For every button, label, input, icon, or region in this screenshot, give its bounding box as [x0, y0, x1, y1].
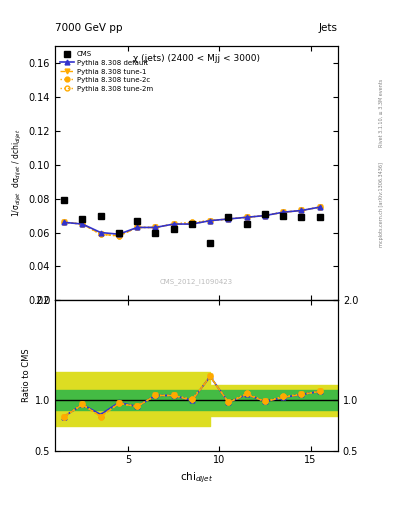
Pythia 8.308 tune-2c — [189, 219, 194, 225]
CMS — [135, 218, 140, 224]
Pythia 8.308 tune-2m — [62, 219, 66, 225]
CMS — [299, 214, 304, 220]
Pythia 8.308 tune-1 — [318, 204, 322, 210]
CMS — [153, 229, 158, 236]
Pythia 8.308 default — [299, 207, 304, 214]
Pythia 8.308 tune-2m — [189, 219, 194, 225]
Text: 7000 GeV pp: 7000 GeV pp — [55, 23, 123, 33]
Pythia 8.308 default — [98, 229, 103, 236]
Pythia 8.308 tune-1 — [171, 221, 176, 227]
Pythia 8.308 default — [62, 219, 66, 225]
Pythia 8.308 tune-1 — [98, 231, 103, 237]
Line: Pythia 8.308 default: Pythia 8.308 default — [62, 205, 322, 237]
Pythia 8.308 tune-2m — [208, 218, 213, 224]
Pythia 8.308 tune-1 — [208, 218, 213, 224]
Pythia 8.308 tune-2c — [318, 204, 322, 210]
Legend: CMS, Pythia 8.308 default, Pythia 8.308 tune-1, Pythia 8.308 tune-2c, Pythia 8.3: CMS, Pythia 8.308 default, Pythia 8.308 … — [59, 50, 154, 93]
Pythia 8.308 tune-2m — [244, 214, 249, 220]
Pythia 8.308 tune-1 — [62, 219, 66, 225]
CMS — [244, 221, 249, 227]
Text: CMS_2012_I1090423: CMS_2012_I1090423 — [160, 279, 233, 285]
X-axis label: chi$_{dijet}$: chi$_{dijet}$ — [180, 471, 213, 485]
Pythia 8.308 tune-2c — [263, 212, 267, 219]
Pythia 8.308 default — [80, 221, 85, 227]
Pythia 8.308 tune-2m — [318, 204, 322, 210]
CMS — [62, 197, 66, 203]
Pythia 8.308 tune-2m — [226, 216, 231, 222]
Pythia 8.308 default — [153, 224, 158, 230]
Line: CMS: CMS — [61, 197, 323, 246]
Pythia 8.308 tune-1 — [135, 224, 140, 230]
Pythia 8.308 default — [208, 218, 213, 224]
Pythia 8.308 tune-2c — [135, 224, 140, 230]
Y-axis label: Ratio to CMS: Ratio to CMS — [22, 349, 31, 402]
Pythia 8.308 tune-2m — [263, 212, 267, 219]
Text: Jets: Jets — [319, 23, 338, 33]
CMS — [117, 229, 121, 236]
Pythia 8.308 tune-2c — [62, 219, 66, 225]
Line: Pythia 8.308 tune-2m: Pythia 8.308 tune-2m — [62, 205, 322, 239]
CMS — [226, 214, 231, 220]
Text: Rivet 3.1.10, ≥ 3.3M events: Rivet 3.1.10, ≥ 3.3M events — [379, 78, 384, 147]
Pythia 8.308 tune-2m — [135, 224, 140, 230]
Y-axis label: 1/σ$_{dijet}$  dσ$_{dijet}$ / dchi$_{dijet}$: 1/σ$_{dijet}$ dσ$_{dijet}$ / dchi$_{dije… — [11, 129, 24, 218]
Pythia 8.308 tune-1 — [153, 224, 158, 230]
Pythia 8.308 tune-2m — [299, 207, 304, 214]
Pythia 8.308 default — [244, 214, 249, 220]
CMS — [318, 214, 322, 220]
Pythia 8.308 tune-2c — [208, 218, 213, 224]
Pythia 8.308 tune-2c — [226, 216, 231, 222]
Pythia 8.308 tune-2c — [153, 224, 158, 230]
Pythia 8.308 tune-2c — [244, 214, 249, 220]
Pythia 8.308 default — [281, 209, 286, 215]
Pythia 8.308 tune-2c — [80, 221, 85, 227]
Pythia 8.308 tune-1 — [226, 216, 231, 222]
Line: Pythia 8.308 tune-2c: Pythia 8.308 tune-2c — [62, 205, 322, 239]
Pythia 8.308 default — [226, 216, 231, 222]
Pythia 8.308 default — [135, 224, 140, 230]
CMS — [80, 216, 85, 222]
Text: mcplots.cern.ch [arXiv:1306.3436]: mcplots.cern.ch [arXiv:1306.3436] — [379, 162, 384, 247]
Pythia 8.308 default — [189, 221, 194, 227]
Pythia 8.308 default — [263, 212, 267, 219]
Pythia 8.308 tune-1 — [299, 207, 304, 214]
Pythia 8.308 tune-1 — [117, 233, 121, 239]
Text: χ (jets) (2400 < Mjj < 3000): χ (jets) (2400 < Mjj < 3000) — [133, 54, 260, 62]
Pythia 8.308 tune-2c — [281, 209, 286, 215]
Pythia 8.308 tune-2c — [299, 207, 304, 214]
Pythia 8.308 tune-2m — [98, 231, 103, 237]
Pythia 8.308 tune-2m — [153, 224, 158, 230]
Line: Pythia 8.308 tune-1: Pythia 8.308 tune-1 — [62, 205, 322, 239]
Pythia 8.308 tune-2m — [80, 221, 85, 227]
Pythia 8.308 tune-2m — [171, 221, 176, 227]
CMS — [171, 226, 176, 232]
Pythia 8.308 tune-2m — [117, 233, 121, 239]
Pythia 8.308 tune-1 — [189, 221, 194, 227]
CMS — [263, 211, 267, 217]
Pythia 8.308 tune-2c — [98, 231, 103, 237]
Pythia 8.308 tune-1 — [244, 214, 249, 220]
Pythia 8.308 tune-1 — [281, 209, 286, 215]
Pythia 8.308 tune-1 — [263, 212, 267, 219]
Pythia 8.308 tune-2c — [171, 221, 176, 227]
Pythia 8.308 tune-2c — [117, 233, 121, 239]
CMS — [98, 212, 103, 219]
Pythia 8.308 default — [318, 204, 322, 210]
Pythia 8.308 tune-1 — [80, 221, 85, 227]
CMS — [208, 240, 213, 246]
Pythia 8.308 default — [117, 231, 121, 237]
Pythia 8.308 default — [171, 221, 176, 227]
CMS — [281, 212, 286, 219]
CMS — [189, 221, 194, 227]
Pythia 8.308 tune-2m — [281, 209, 286, 215]
